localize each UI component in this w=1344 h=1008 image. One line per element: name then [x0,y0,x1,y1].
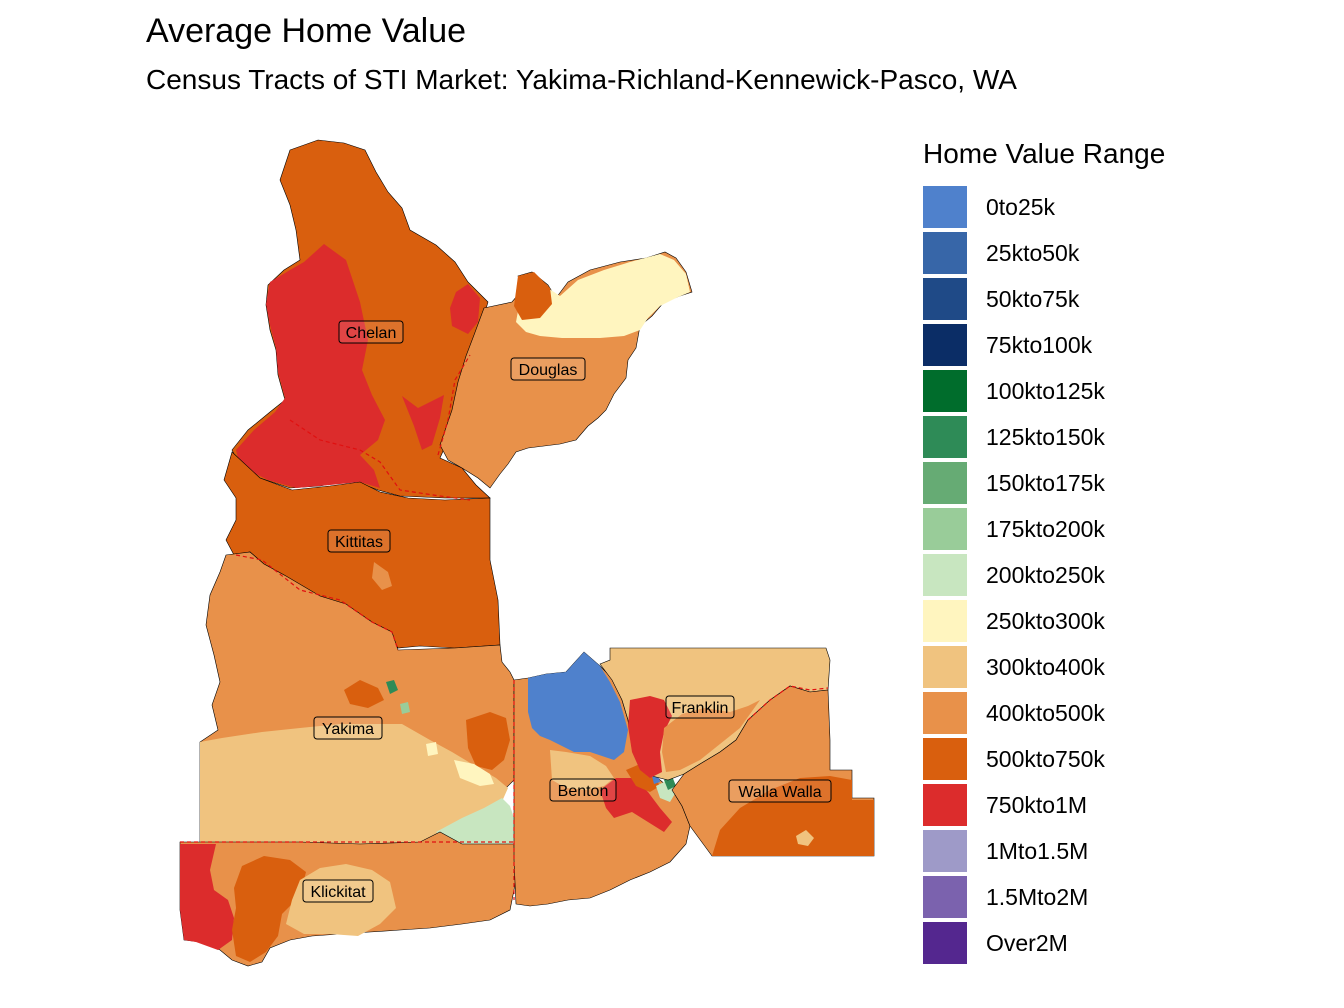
legend-swatch [923,922,967,964]
chart-title: Average Home Value [146,12,467,50]
county-label-douglas: Douglas [510,357,586,381]
walla-walla-tract [712,776,874,856]
legend-item: 1.5Mto2M [923,874,1165,920]
legend-label: 1.5Mto2M [986,883,1089,910]
legend-item: 500kto750k [923,736,1165,782]
county-label-kittitas: Kittitas [327,529,391,553]
county-label-chelan: Chelan [338,320,404,344]
legend: Home Value Range 0to25k 25kto50k 50kto75k 7… [923,138,1165,966]
county-borders [180,354,829,900]
klickitat-tract [180,844,234,950]
legend-label: 250kto300k [986,607,1105,634]
county-label-walla-walla: Walla Walla [728,779,832,803]
legend-label: 0to25k [986,193,1056,220]
klickitat-tract [232,856,306,962]
legend-label: 300kto400k [986,653,1105,680]
yakima-tract [426,742,438,756]
legend-label: 500kto750k [986,745,1105,772]
legend-swatch [923,646,967,688]
douglas-tract [516,254,690,338]
legend-swatch [923,830,967,872]
yakima-tract [344,680,384,708]
legend-label: 100kto125k [986,377,1105,404]
legend-label: 150kto175k [986,469,1105,496]
legend-label: 50kto75k [986,285,1080,312]
legend-swatch [923,784,967,826]
douglas-tract [514,272,552,320]
legend-swatch [923,738,967,780]
yakima-tract [436,798,514,844]
benton-tract [550,750,614,790]
county-label-franklin: Franklin [665,695,735,719]
legend-label: Over2M [986,929,1068,956]
legend-item: 0to25k [923,184,1165,230]
legend-swatch [923,278,967,320]
klickitat-tract [286,864,396,936]
legend-swatch [923,692,967,734]
legend-label: 750kto1M [986,791,1088,818]
legend-swatch [923,600,967,642]
legend-swatch [923,462,967,504]
legend-item: 150kto175k [923,460,1165,506]
svg-text:Walla Walla: Walla Walla [738,784,821,801]
legend-label: 125kto150k [986,423,1105,450]
legend-item: 25kto50k [923,230,1165,276]
legend-item: 75kto100k [923,322,1165,368]
kittitas-county [223,451,501,649]
legend-swatch [923,232,967,274]
legend-swatch [923,324,967,366]
chelan-tract [450,284,480,334]
chelan-tract [402,395,444,450]
kittitas-tract [372,562,392,590]
legend-swatch [923,370,967,412]
legend-label: 75kto100k [986,331,1093,358]
legend-item: 750kto1M [923,782,1165,828]
legend-item: 50kto75k [923,276,1165,322]
svg-text:Chelan: Chelan [346,325,397,342]
svg-text:Klickitat: Klickitat [310,884,366,901]
county-label-klickitat: Klickitat [302,879,374,903]
legend-item: 400kto500k [923,690,1165,736]
chart-subtitle: Census Tracts of STI Market: Yakima-Rich… [146,64,1017,95]
legend-swatch [923,876,967,918]
yakima-tract [386,680,398,694]
legend-title: Home Value Range [923,138,1166,169]
franklin-tract [628,696,672,778]
yakima-tract [400,702,410,714]
legend-item: 100kto125k [923,368,1165,414]
legend-label: 25kto50k [986,239,1080,266]
legend-label: 175kto200k [986,515,1105,542]
svg-text:Franklin: Franklin [672,700,729,717]
svg-text:Kittitas: Kittitas [335,534,383,551]
legend-item: 125kto150k [923,414,1165,460]
county-label-yakima: Yakima [313,716,383,740]
legend-label: 400kto500k [986,699,1105,726]
legend-item: 175kto200k [923,506,1165,552]
legend-swatch [923,186,967,228]
legend-item: Over2M [923,920,1165,966]
legend-list: 0to25k 25kto50k 50kto75k 75kto100k 100kto125… [923,184,1165,966]
county-label-benton: Benton [549,778,617,802]
legend-swatch [923,508,967,550]
legend-item: 250kto300k [923,598,1165,644]
legend-swatch [923,554,967,596]
svg-text:Yakima: Yakima [322,721,374,738]
legend-item: 1Mto1.5M [923,828,1165,874]
legend-label: 1Mto1.5M [986,837,1089,864]
walla-walla-tract [796,830,814,846]
legend-item: 200kto250k [923,552,1165,598]
benton-tract [626,764,660,792]
svg-text:Douglas: Douglas [519,362,578,379]
yakima-tract [466,712,510,770]
chelan-tract [236,244,385,488]
svg-text:Benton: Benton [558,783,609,800]
legend-label: 200kto250k [986,561,1105,588]
legend-swatch [923,416,967,458]
benton-tract [600,778,672,832]
benton-tract [528,652,628,760]
yakima-tract [454,760,494,786]
legend-item: 300kto400k [923,644,1165,690]
